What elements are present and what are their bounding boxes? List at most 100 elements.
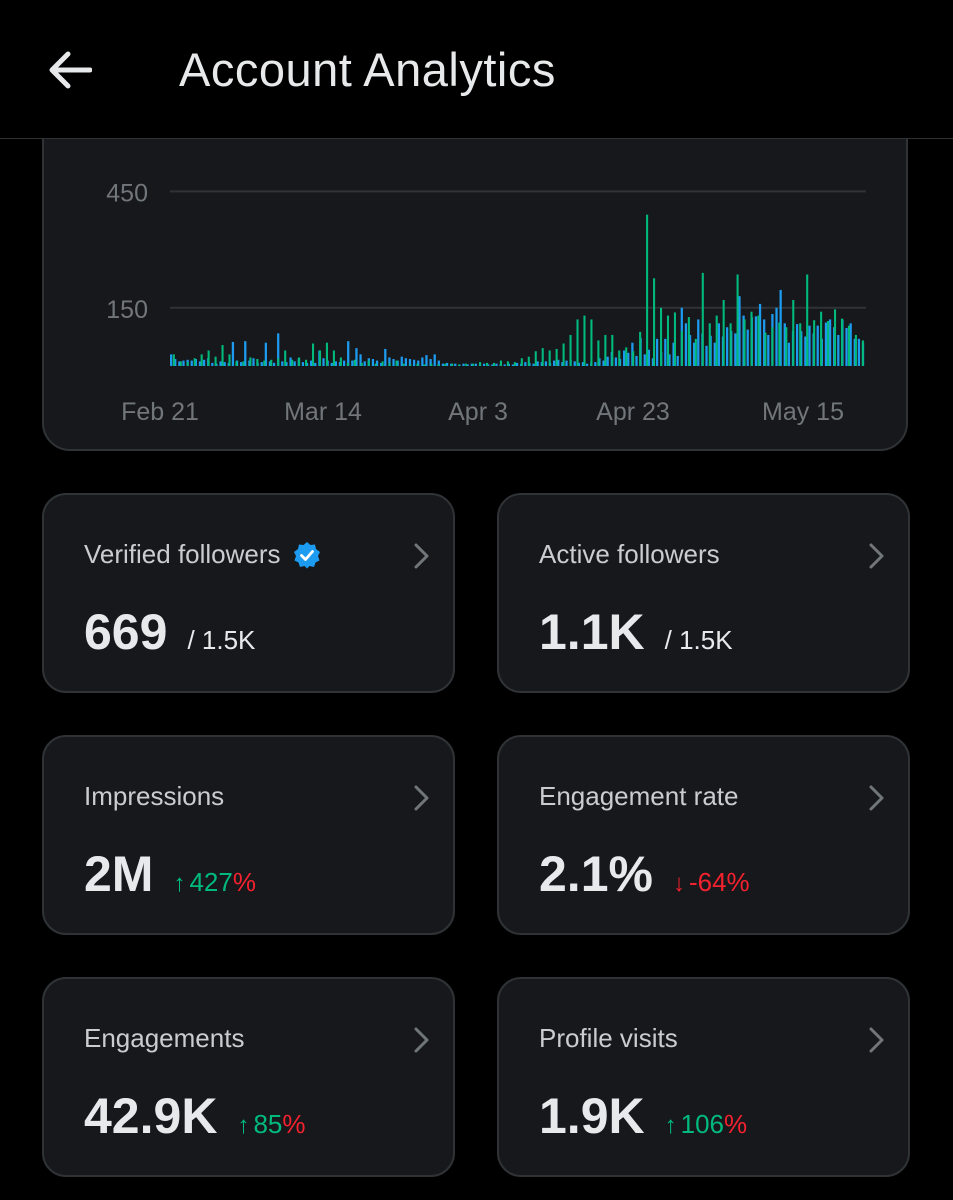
bar-series-b (513, 362, 516, 366)
bar-series-a (429, 359, 432, 366)
bar-series-a (342, 360, 346, 366)
bar-series-a (676, 355, 679, 366)
bar-series-a (808, 325, 811, 366)
bar-series-a (837, 334, 840, 366)
bar-series-b (179, 361, 182, 366)
bar-series-b (771, 327, 774, 366)
bar-series-b (666, 315, 670, 366)
bar-series-a (688, 334, 692, 366)
bar-series-b (270, 359, 273, 366)
bar-series-b (583, 315, 586, 366)
change-value: 427 (189, 867, 233, 897)
bar-series-b (249, 357, 252, 366)
bar-series-b (207, 350, 210, 366)
bar-series-b (353, 359, 356, 366)
change-indicator: ↑ 85% (237, 1109, 305, 1140)
bar-series-b (256, 359, 259, 366)
bar-series-b (729, 323, 732, 366)
active-followers-card[interactable]: Active followers 1.1K / 1.5K (497, 493, 910, 693)
bar-series-b (485, 362, 489, 366)
bar-series-b (430, 363, 433, 366)
verified-followers-card[interactable]: Verified followers 669 / 1.5K (42, 493, 455, 693)
bar-series-a (190, 360, 193, 366)
impressions-card[interactable]: Impressions 2M ↑ 427% (42, 735, 455, 935)
bar-series-a (647, 349, 650, 366)
bar-series-a (614, 357, 618, 366)
bar-series-a (437, 360, 440, 366)
bar-series-a (598, 358, 601, 366)
engagements-card[interactable]: Engagements 42.9K ↑ 85% (42, 977, 455, 1177)
bar-series-a (281, 361, 284, 366)
bar-series-b (388, 362, 391, 366)
bar-series-a (853, 338, 856, 366)
bar-series-b (534, 351, 537, 366)
change-value: 85 (253, 1109, 283, 1139)
bar-series-a (450, 363, 453, 366)
bar-series-a (697, 319, 700, 366)
bar-series-a (627, 352, 630, 366)
bar-series-a (260, 362, 263, 366)
bar-series-b (687, 317, 690, 366)
change-indicator: ↓ -64% (673, 867, 750, 898)
bar-series-a (375, 360, 379, 366)
card-value: 1.1K (539, 604, 645, 660)
bar-series-a (557, 359, 560, 366)
bar-series-a (664, 338, 667, 366)
bar-series-b (416, 363, 419, 366)
bar-series-b (193, 358, 196, 366)
bar-series-a (178, 361, 181, 366)
bar-series-a (334, 361, 337, 366)
bar-series-b (284, 350, 287, 366)
bar-series-a (725, 327, 729, 366)
engagement-rate-card[interactable]: Engagement rate 2.1% ↓ -64% (497, 735, 910, 935)
card-label: Impressions (84, 781, 225, 811)
card-label: Verified followers (84, 539, 281, 569)
bar-series-b (743, 319, 746, 366)
bar-series-b (172, 354, 175, 366)
back-button[interactable] (40, 40, 100, 100)
bar-series-b (611, 334, 614, 366)
bar-series-a (824, 322, 828, 366)
bar-series-b (492, 362, 496, 366)
bar-series-b (221, 345, 224, 366)
bar-series-b (639, 331, 642, 366)
bar-series-b (541, 348, 544, 366)
verified-followers-label-row: Verified followers (84, 539, 321, 570)
bar-series-a (474, 363, 478, 366)
bar-series-a (775, 307, 778, 366)
percent-sign: % (232, 867, 256, 897)
bar-series-a (425, 355, 428, 366)
profile-visits-card[interactable]: Profile visits 1.9K ↑ 106% (497, 977, 910, 1177)
bar-series-a (746, 329, 749, 366)
card-total: / 1.5K (664, 625, 733, 655)
bar-series-a (623, 350, 626, 366)
bar-series-a (252, 358, 255, 366)
bar-series-a (310, 360, 313, 366)
bar-series-b (325, 342, 328, 366)
bar-series-a (672, 342, 675, 366)
bar-series-a (182, 360, 185, 366)
bar-series-b (499, 360, 502, 366)
arrow-up-icon: ↑ (173, 870, 186, 897)
bar-series-a (845, 327, 848, 366)
bar-series-a (503, 364, 506, 366)
change-value: 106 (680, 1109, 725, 1139)
bar-series-a (857, 338, 861, 366)
percent-sign: % (726, 867, 750, 897)
bar-series-a (553, 360, 556, 366)
bar-series-a (264, 342, 267, 366)
bar-series-b (625, 347, 628, 366)
bar-series-a (779, 289, 782, 366)
bar-series-a (293, 361, 296, 366)
card-value: 669 (84, 604, 168, 660)
bar-series-a (359, 354, 362, 366)
bar-series-a (804, 336, 807, 366)
bar-series-a (577, 362, 580, 366)
x-tick-label: Feb 21 (121, 398, 199, 426)
bar-series-b (402, 363, 405, 366)
bar-series-b (792, 300, 795, 366)
bar-series-b (346, 362, 349, 366)
bar-series-a (277, 333, 280, 366)
bar-series-a (289, 357, 292, 366)
bar-series-b (458, 364, 461, 366)
